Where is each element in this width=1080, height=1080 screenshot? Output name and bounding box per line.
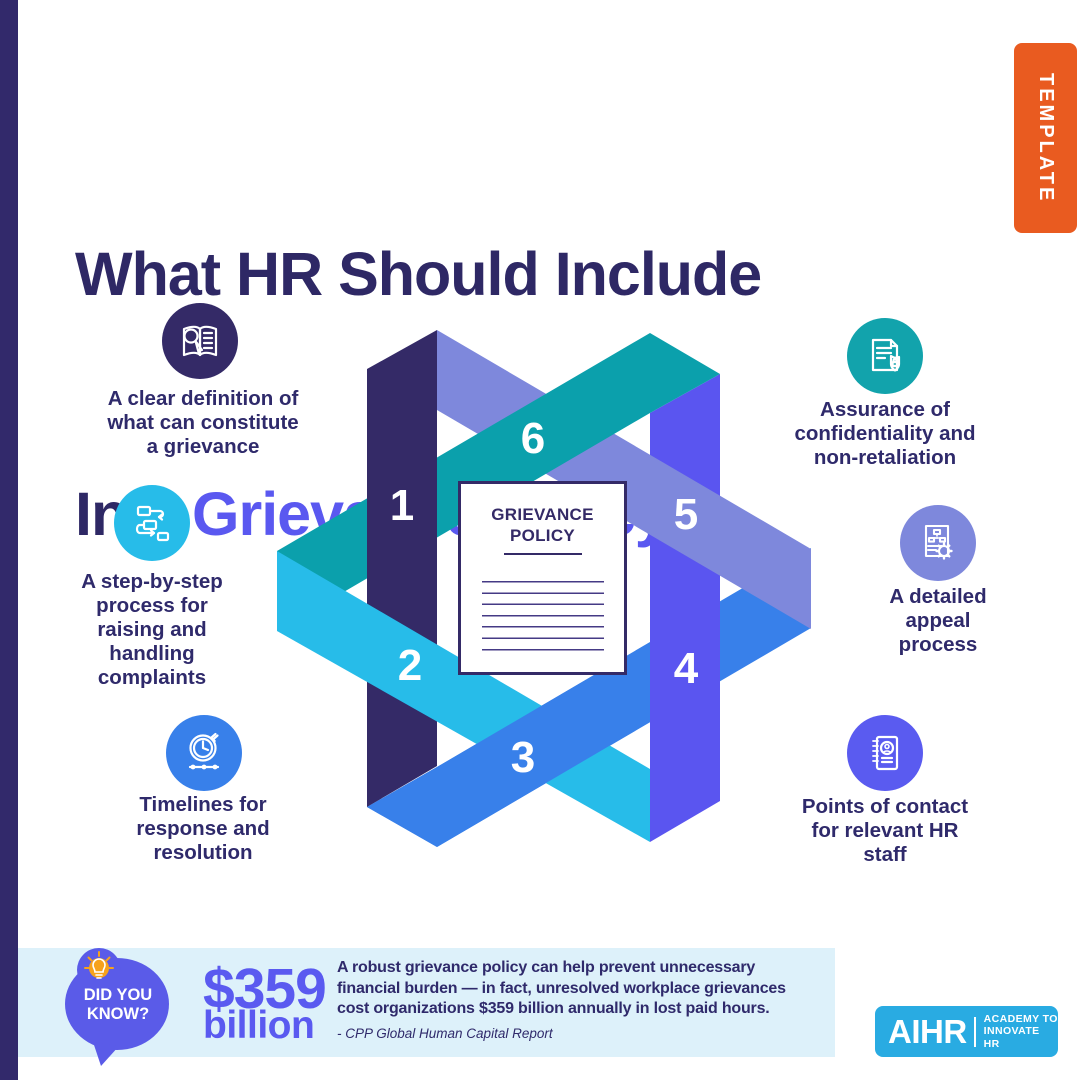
step-5-label: A detailed appeal process <box>889 585 987 656</box>
step-1-label: A clear definition of what can constitut… <box>107 387 299 458</box>
aihr-logo: AIHR ACADEMY TO INNOVATE HR <box>875 1006 1058 1057</box>
contact-book-icon <box>872 735 899 771</box>
ribbon-number-3: 3 <box>510 733 536 782</box>
ribbon-number-1: 1 <box>389 481 415 530</box>
step-3-icon-circle <box>166 715 242 791</box>
document-title: GRIEVANCE POLICY <box>491 505 594 545</box>
did-you-know-bubble <box>65 948 169 1066</box>
document-gear-icon <box>924 524 953 560</box>
step-4-label: Points of contact for relevant HR staff <box>801 795 969 866</box>
ribbon-3-blue-over <box>367 642 650 847</box>
stat-value: $359 <box>203 957 327 1021</box>
did-you-know-label: DID YOU KNOW? <box>83 986 153 1023</box>
template-tag-label: TEMPLATE <box>1035 72 1057 204</box>
step-1-icon-circle <box>162 303 238 379</box>
step-5-icon-circle <box>900 505 976 581</box>
step-2-label: A step-by-step process for raising and h… <box>81 570 223 689</box>
fact-text: A robust grievance policy can help preve… <box>337 959 786 1017</box>
logo-tagline: ACADEMY TO INNOVATE HR <box>984 1013 1058 1051</box>
left-accent-bar <box>0 0 18 1080</box>
template-tag: TEMPLATE <box>1014 43 1077 233</box>
policy-document-card: GRIEVANCE POLICY <box>458 481 627 675</box>
lightbulb-icon <box>84 951 114 979</box>
document-shield-icon <box>871 338 901 372</box>
step-6-label: Assurance of confidentiality and non-ret… <box>794 398 976 469</box>
step-2-icon-circle <box>114 485 190 561</box>
logo-wordmark: AIHR <box>888 1012 967 1050</box>
step-3-label: Timelines for response and resolution <box>136 793 270 864</box>
document-text-lines <box>481 581 604 657</box>
flowchart-icon <box>135 505 170 542</box>
title-line-1: What HR Should Include <box>75 240 762 308</box>
ribbon-4-violet <box>650 374 720 842</box>
stat-unit: billion <box>203 1004 315 1047</box>
ribbon-1-navy <box>367 330 437 807</box>
stopwatch-icon <box>188 732 220 770</box>
ribbon-number-2: 2 <box>397 641 423 690</box>
ribbon-number-6: 6 <box>520 414 546 463</box>
step-6-icon-circle <box>847 318 923 394</box>
ribbon-number-5: 5 <box>673 490 699 539</box>
fact-source: - CPP Global Human Capital Report <box>337 1026 553 1041</box>
logo-tagline-line1: ACADEMY TO <box>983 1012 1058 1025</box>
document-underline <box>503 553 582 555</box>
step-4-icon-circle <box>847 715 923 791</box>
logo-tagline-line2: INNOVATE HR <box>983 1025 1040 1050</box>
book-search-icon <box>182 325 218 357</box>
logo-divider <box>973 1016 976 1047</box>
ribbon-number-4: 4 <box>673 644 699 693</box>
